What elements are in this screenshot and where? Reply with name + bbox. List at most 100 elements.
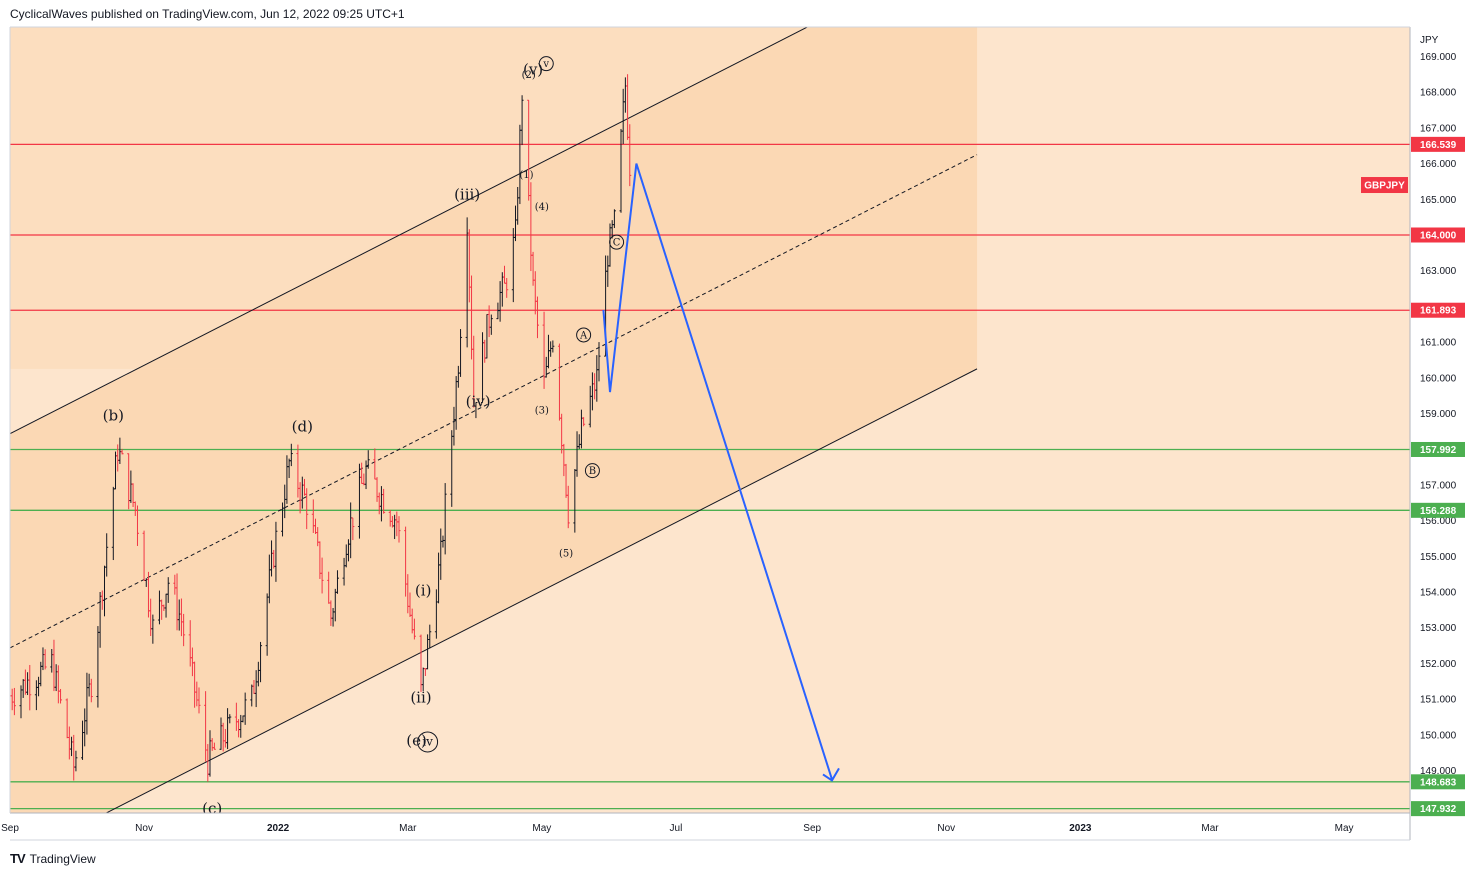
wave-label: (ii) [410,689,431,707]
circled-label-ring [538,56,554,72]
time-tick-label: Jul [670,823,683,834]
price-level-tag: 161.893 [1411,302,1465,318]
ohlc-bar [566,485,570,529]
circled-label: B [589,466,596,477]
price-level-tag-bg [1411,227,1465,243]
ohlc-bar [443,483,447,555]
ohlc-bar [628,124,632,187]
price-tick-label: 159.000 [1420,409,1457,420]
ohlc-bar [305,488,309,530]
ohlc-bar [520,95,524,146]
price-level-tag: 148.683 [1411,774,1465,790]
channel-lower-line [105,368,978,813]
price-tick-label: 155.000 [1420,552,1457,563]
circled-label-ring [417,731,439,753]
price-level-tag-bg [1411,502,1465,518]
wave-label: (d) [292,417,313,435]
price-level-tag-bg [1411,302,1465,318]
time-tick-label: 2022 [267,823,290,834]
circled-label: C [613,238,621,249]
price-tick-label: 169.000 [1420,52,1457,63]
forecast-path [602,163,840,782]
price-tick-label: 165.000 [1420,195,1457,206]
ohlc-bar [59,688,63,704]
ohlc-bar [274,521,278,582]
ohlc-bar [28,664,32,711]
price-level-tag: 164.000 [1411,227,1465,243]
channel-highlight [10,27,978,369]
time-tick-label: Nov [135,823,153,834]
wave-label: (iv) [466,392,491,410]
time-tick-label: 2023 [1069,823,1092,834]
ohlc-bar [135,505,139,546]
ohlc-bar [366,450,370,469]
time-tick-label: Mar [399,823,417,834]
ohlc-bar [474,402,478,419]
price-level-value: 161.893 [1420,306,1457,317]
ohlc-bar [459,329,463,377]
time-tick-label: May [532,823,551,834]
channel-upper-line [10,27,809,435]
time-tick-label: May [1335,823,1354,834]
wave-label: (2) [522,70,536,81]
wave-label: (4) [535,202,549,213]
wave-label: (e) [406,732,427,750]
ohlc-bar [259,641,263,683]
ohlc-bar [228,714,232,724]
wave-label: (c) [202,799,222,817]
ohlc-bar [505,277,509,298]
price-tick-label: 160.000 [1420,373,1457,384]
time-tick-label: Mar [1201,823,1219,834]
price-tick-label: 161.000 [1420,338,1457,349]
ohlc-bar [182,613,186,647]
circled-label: iv [422,734,433,748]
wave-label: (1) [519,170,533,181]
circled-label-ring [576,327,592,343]
ohlc-bar [535,296,539,339]
price-level-tag: 157.992 [1411,441,1465,457]
ohlc-bar [243,692,247,725]
tradingview-logo-icon: TV [10,851,26,866]
price-tick-label: 149.000 [1420,766,1457,777]
ohlc-bar [12,687,16,716]
wave-label: (5) [559,548,573,559]
time-tick-label: Sep [803,823,821,834]
ohlc-bar [166,577,170,603]
circled-label-ring [609,234,625,250]
tradingview-brand: TradingView [29,851,96,866]
price-level-value: 157.992 [1420,445,1457,456]
price-level-value: 164.000 [1420,231,1457,242]
price-level-tag-bg [1411,441,1465,457]
ohlc-bars [10,74,632,782]
ohlc-bar [105,533,109,577]
wave-label: (i) [415,582,432,600]
axes: JPY 149.000 150.000 151.000 152.000 153.000 15… [1,26,1478,853]
price-level-value: 147.932 [1420,804,1457,815]
ohlc-bar [412,618,416,640]
tradingview-footer[interactable]: TV TradingView [10,851,96,866]
ohlc-bar [397,516,401,543]
price-tick-label: 150.000 [1420,730,1457,741]
ohlc-bar [351,517,355,541]
price-tick-label: 166.000 [1420,159,1457,170]
ohlc-bar [428,624,432,649]
price-level-value: 166.539 [1420,140,1457,151]
ohlc-bar [89,678,93,703]
ohlc-bar [382,488,386,514]
forecast-line [602,163,833,780]
wave-labels: (b) (d) (iii) (iv) (i) (ii) (c) (e) (v) (1) (2) (3)… [103,56,625,817]
horizontal-levels [10,143,1410,810]
price-axis-bg [1410,27,1478,853]
wave-label: (3) [535,406,549,417]
price-level-tag-bg [1411,774,1465,790]
channel-mid-line [10,154,978,649]
price-tick-label: 154.000 [1420,588,1457,599]
price-level-value: 148.683 [1420,777,1457,788]
price-axis-unit: JPY [1420,35,1439,46]
price-tick-label: 163.000 [1420,266,1457,277]
price-level-value: 156.288 [1420,506,1457,517]
wave-label: (b) [103,407,124,425]
ohlc-bar [43,649,47,670]
price-tick-label: 152.000 [1420,659,1457,670]
